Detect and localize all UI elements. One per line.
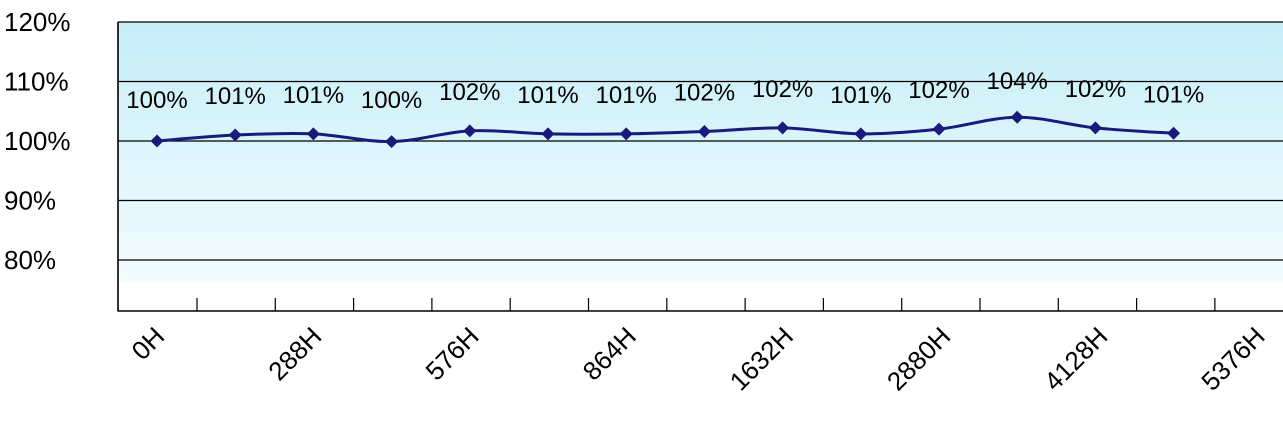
data-point-marker (1010, 110, 1024, 124)
data-point-marker (932, 122, 946, 136)
data-label: 101% (1143, 81, 1204, 108)
data-label: 100% (361, 87, 422, 114)
series-line (156, 115, 1174, 144)
y-tick-label: 100% (4, 126, 71, 156)
data-point-marker (463, 124, 477, 138)
x-tick-label: 1632H (724, 321, 799, 396)
plot-area-background (118, 22, 1283, 282)
data-point-marker (854, 127, 868, 141)
x-tick-label: 288H (262, 321, 327, 386)
data-label: 100% (126, 87, 187, 114)
data-label: 102% (439, 79, 500, 106)
y-tick-label: 80% (4, 245, 56, 275)
x-tick-label: 2880H (881, 321, 956, 396)
y-tick-label: 110% (4, 67, 69, 97)
data-point-marker (306, 127, 320, 141)
y-tick-label: 90% (4, 186, 56, 216)
x-tick-label: 864H (577, 321, 642, 386)
data-label: 101% (517, 82, 578, 109)
data-point-marker (541, 127, 555, 141)
data-point-marker (776, 121, 790, 135)
data-label: 102% (908, 77, 969, 104)
data-label: 101% (283, 82, 344, 109)
data-label: 101% (205, 83, 266, 110)
data-point-marker (619, 127, 633, 141)
x-tick-label: 0H (126, 321, 171, 366)
data-point-marker (228, 128, 242, 142)
data-label: 102% (752, 76, 813, 103)
x-tick-label: 5376H (1195, 321, 1270, 396)
data-label: 104% (987, 68, 1048, 95)
data-point-marker (385, 135, 399, 149)
y-tick-label: 120% (4, 7, 71, 37)
data-point-marker (1088, 121, 1102, 135)
x-tick-label: 4128H (1038, 321, 1113, 396)
data-point-marker (1167, 126, 1181, 140)
data-point-marker (150, 134, 164, 148)
x-tick-label: 576H (419, 321, 484, 386)
data-label: 101% (596, 82, 657, 109)
data-point-marker (697, 124, 711, 138)
data-label: 102% (674, 79, 735, 106)
data-label: 102% (1065, 76, 1126, 103)
data-label: 101% (830, 82, 891, 109)
